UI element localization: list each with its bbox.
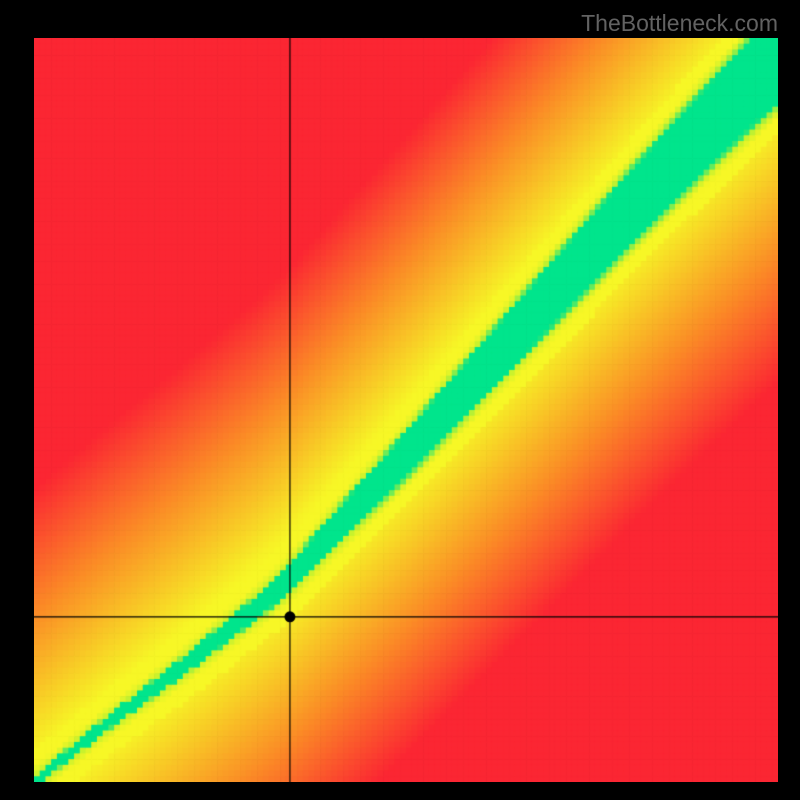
bottleneck-heatmap [34,38,778,782]
watermark-text: TheBottleneck.com [581,10,778,37]
